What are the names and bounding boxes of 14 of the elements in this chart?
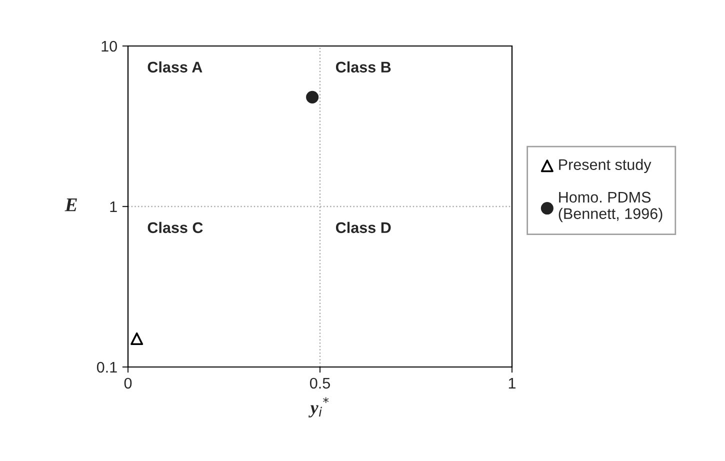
x-tick-label: 1 — [508, 378, 516, 388]
legend-label: Present study — [559, 158, 652, 174]
y-tick-label: 0.1 — [96, 362, 117, 373]
x-tick-label: 0.5 — [310, 378, 330, 389]
annotation: Class D — [336, 222, 391, 234]
legend-label: Homo. PDMS (Bennett, 1996) — [558, 192, 662, 222]
x-axis-title: y$_{i}$$^{*}$ — [308, 397, 329, 418]
y-axis-title: E — [64, 198, 77, 212]
annotation: Class B — [336, 61, 391, 73]
y-tick-label: 1 — [110, 202, 117, 212]
y-tick-label: 10 — [102, 40, 117, 52]
annotation: Class C — [148, 222, 203, 234]
annotation: Class A — [148, 61, 202, 73]
x-tick-label: 0 — [124, 378, 132, 389]
